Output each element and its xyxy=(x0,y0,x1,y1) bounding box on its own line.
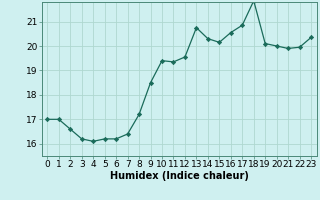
X-axis label: Humidex (Indice chaleur): Humidex (Indice chaleur) xyxy=(110,171,249,181)
